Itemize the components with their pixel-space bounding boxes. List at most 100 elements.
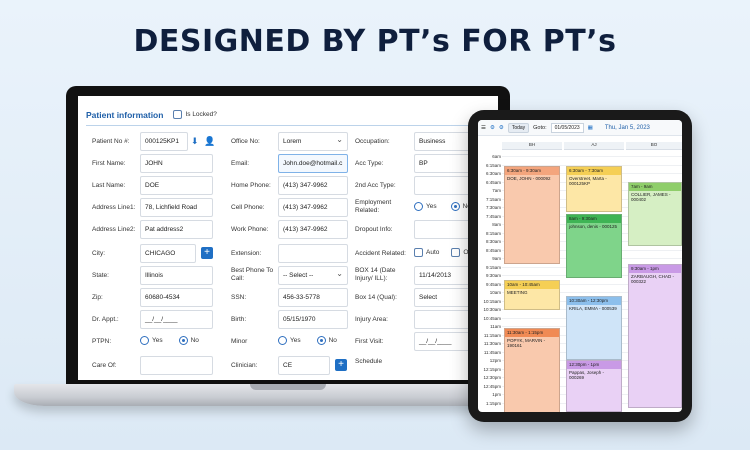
city-input[interactable]: CHICAGO <box>140 244 196 263</box>
accident-checkbox-group[interactable]: Auto Oth <box>414 248 474 257</box>
time-grid-line <box>502 292 682 293</box>
employment-yes-radio[interactable] <box>414 202 423 211</box>
minor-radio-group[interactable]: Yes No <box>278 336 337 345</box>
acc-type-label: Acc Type: <box>355 160 384 167</box>
time-slot-label: 6:30am <box>485 171 501 176</box>
first-name-input[interactable]: JOHN <box>140 154 213 173</box>
appointment-block[interactable]: 6:30am - 7:30am Overstreet, Marta - 00012… <box>566 166 622 212</box>
office-no-select[interactable]: Lorem <box>278 132 348 151</box>
care-of-input[interactable] <box>140 356 213 375</box>
settings-icon[interactable]: ⚙ <box>489 124 495 131</box>
first-name-label: First Name: <box>92 160 126 167</box>
box14-date-label: BOX 14 (Date Injury/ ILL): <box>355 267 396 282</box>
accident-related-label: Accident Related: <box>355 250 406 257</box>
time-slot-label: 7:45am <box>485 213 501 219</box>
appointment-block[interactable]: 10am - 10:45am MEETING <box>504 280 560 310</box>
time-slot-label: 10:15am <box>483 298 501 304</box>
employment-radio-group[interactable]: Yes No <box>414 202 471 211</box>
state-input[interactable]: Illinois <box>140 266 213 285</box>
time-slot-label: 6am <box>492 154 501 159</box>
appointment-time: 11:30am - 1:15pm <box>505 329 559 337</box>
clinician-label: Clinician: <box>231 362 258 369</box>
form-title: Patient information <box>86 109 164 120</box>
dr-appt-label: Dr. Appt.: <box>92 316 119 323</box>
clinician-input[interactable]: CE <box>278 356 330 375</box>
zip-input[interactable]: 60680-4534 <box>140 288 213 307</box>
box14-qual-label: Box 14 (Qual): <box>355 294 397 301</box>
lock-checkbox-group[interactable]: Is Locked? <box>173 110 217 119</box>
work-phone-label: Work Phone: <box>231 226 269 233</box>
appointment-time: 6:30am - 9:30am <box>505 167 559 175</box>
home-phone-label: Home Phone: <box>231 182 271 189</box>
lock-label: Is Locked? <box>185 111 217 118</box>
time-slot-label: 12pm <box>489 358 501 363</box>
download-icon[interactable]: ⬇ <box>191 136 199 146</box>
appointment-block[interactable]: 6:30am - 9:30am DOE, JOHN - 000092 <box>504 166 560 264</box>
appointment-block[interactable]: 12:30pm - 1pm Pappas, Joseph - 000269 <box>566 360 622 412</box>
add-clinician-button[interactable]: + <box>335 359 347 371</box>
cell-phone-label: Cell Phone: <box>231 204 265 211</box>
city-label: City: <box>92 250 105 257</box>
appointment-block[interactable]: 8am - 9:30am johnson, denis - 000125 <box>566 214 622 278</box>
column-header-bh: BH <box>502 142 562 150</box>
add-city-button[interactable]: + <box>201 247 213 259</box>
time-slot-label: 10am <box>489 290 501 295</box>
goto-date-input[interactable]: 01/05/2023 <box>550 122 584 133</box>
work-phone-input[interactable]: (413) 347-9962 <box>278 220 348 239</box>
lock-checkbox[interactable] <box>173 110 183 119</box>
injury-area-label: Injury Area: <box>355 316 388 323</box>
menu-icon[interactable]: ☰ <box>481 124 486 131</box>
occupation-label: Occupation: <box>355 138 390 145</box>
best-phone-select[interactable]: -- Select -- <box>278 266 348 285</box>
appointment-block[interactable]: 7am - 9am COLLIER, JAMES - 000402 <box>628 182 682 246</box>
employment-no-radio[interactable] <box>450 202 460 211</box>
appointment-block[interactable]: 9:30am - 1pm ZARBAUGH, CHAD - 000322 <box>628 264 682 408</box>
appointment-block[interactable]: 10:30am - 12:30pm KRILA, EMMA - 000539 <box>566 296 622 360</box>
minor-no-label: No <box>328 337 337 344</box>
time-grid-line <box>502 283 682 285</box>
address1-input[interactable]: 78, Lichfield Road <box>140 198 213 217</box>
form-header: Patient information Is Locked? <box>86 104 498 126</box>
accident-other-checkbox[interactable] <box>451 248 461 257</box>
time-slot-label: 7:30am <box>485 205 501 210</box>
current-day-label: Thu, Jan 5, 2023 <box>604 124 650 131</box>
appointment-patient: Pappas, Joseph - 000269 <box>569 369 605 381</box>
time-grid-line <box>502 164 682 166</box>
email-input[interactable]: John.doe@hotmail.c <box>278 154 348 173</box>
birth-label: Birth: <box>231 316 247 323</box>
ptpn-no-radio[interactable] <box>178 336 188 345</box>
accident-auto-checkbox[interactable] <box>414 248 423 257</box>
home-phone-input[interactable]: (413) 347-9962 <box>278 176 348 195</box>
appointment-time: 12:30pm - 1pm <box>567 361 621 369</box>
minor-yes-radio[interactable] <box>278 336 287 345</box>
refresh-icon[interactable]: ⚙ <box>498 124 504 131</box>
last-name-input[interactable]: DOE <box>140 176 213 195</box>
address2-input[interactable]: Pat address2 <box>140 220 213 239</box>
ptpn-yes-radio[interactable] <box>140 336 149 345</box>
appointment-time: 6:30am - 7:30am <box>567 167 621 175</box>
ptpn-no-label: No <box>190 337 199 344</box>
time-slot-label: 9:15am <box>485 264 501 270</box>
office-no-label: Office No: <box>231 138 260 145</box>
extension-label: Extension: <box>231 250 262 257</box>
appointment-block[interactable]: 11:30am - 1:15pm POPYK, MARVIN - 190161 <box>504 328 560 412</box>
appointment-patient: POPYK, MARVIN - 190161 <box>507 337 546 349</box>
extension-input[interactable] <box>278 244 348 263</box>
time-slot-label: 12:45pm <box>483 383 501 389</box>
time-grid-line <box>502 156 682 157</box>
patient-no-input[interactable]: 000125KP1 <box>140 132 188 151</box>
time-slot-label: 8:45am <box>485 247 501 253</box>
dr-appt-input[interactable]: __/__/____ <box>140 310 213 329</box>
birth-input[interactable]: 05/15/1970 <box>278 310 348 329</box>
time-slot-label: 6:15am <box>485 162 501 168</box>
today-button[interactable]: Today <box>507 122 530 133</box>
calendar-icon[interactable]: ▦ <box>587 124 593 131</box>
time-slot-label: 8:30am <box>485 239 501 244</box>
user-icon[interactable]: 👤 <box>204 136 216 146</box>
minor-no-radio[interactable] <box>316 336 326 345</box>
ptpn-radio-group[interactable]: Yes No <box>140 336 199 345</box>
time-slot-label: 6:45am <box>485 179 501 185</box>
ssn-input[interactable]: 456-33-5778 <box>278 288 348 307</box>
cell-phone-input[interactable]: (413) 347-9962 <box>278 198 348 217</box>
laptop-notch <box>250 384 326 390</box>
